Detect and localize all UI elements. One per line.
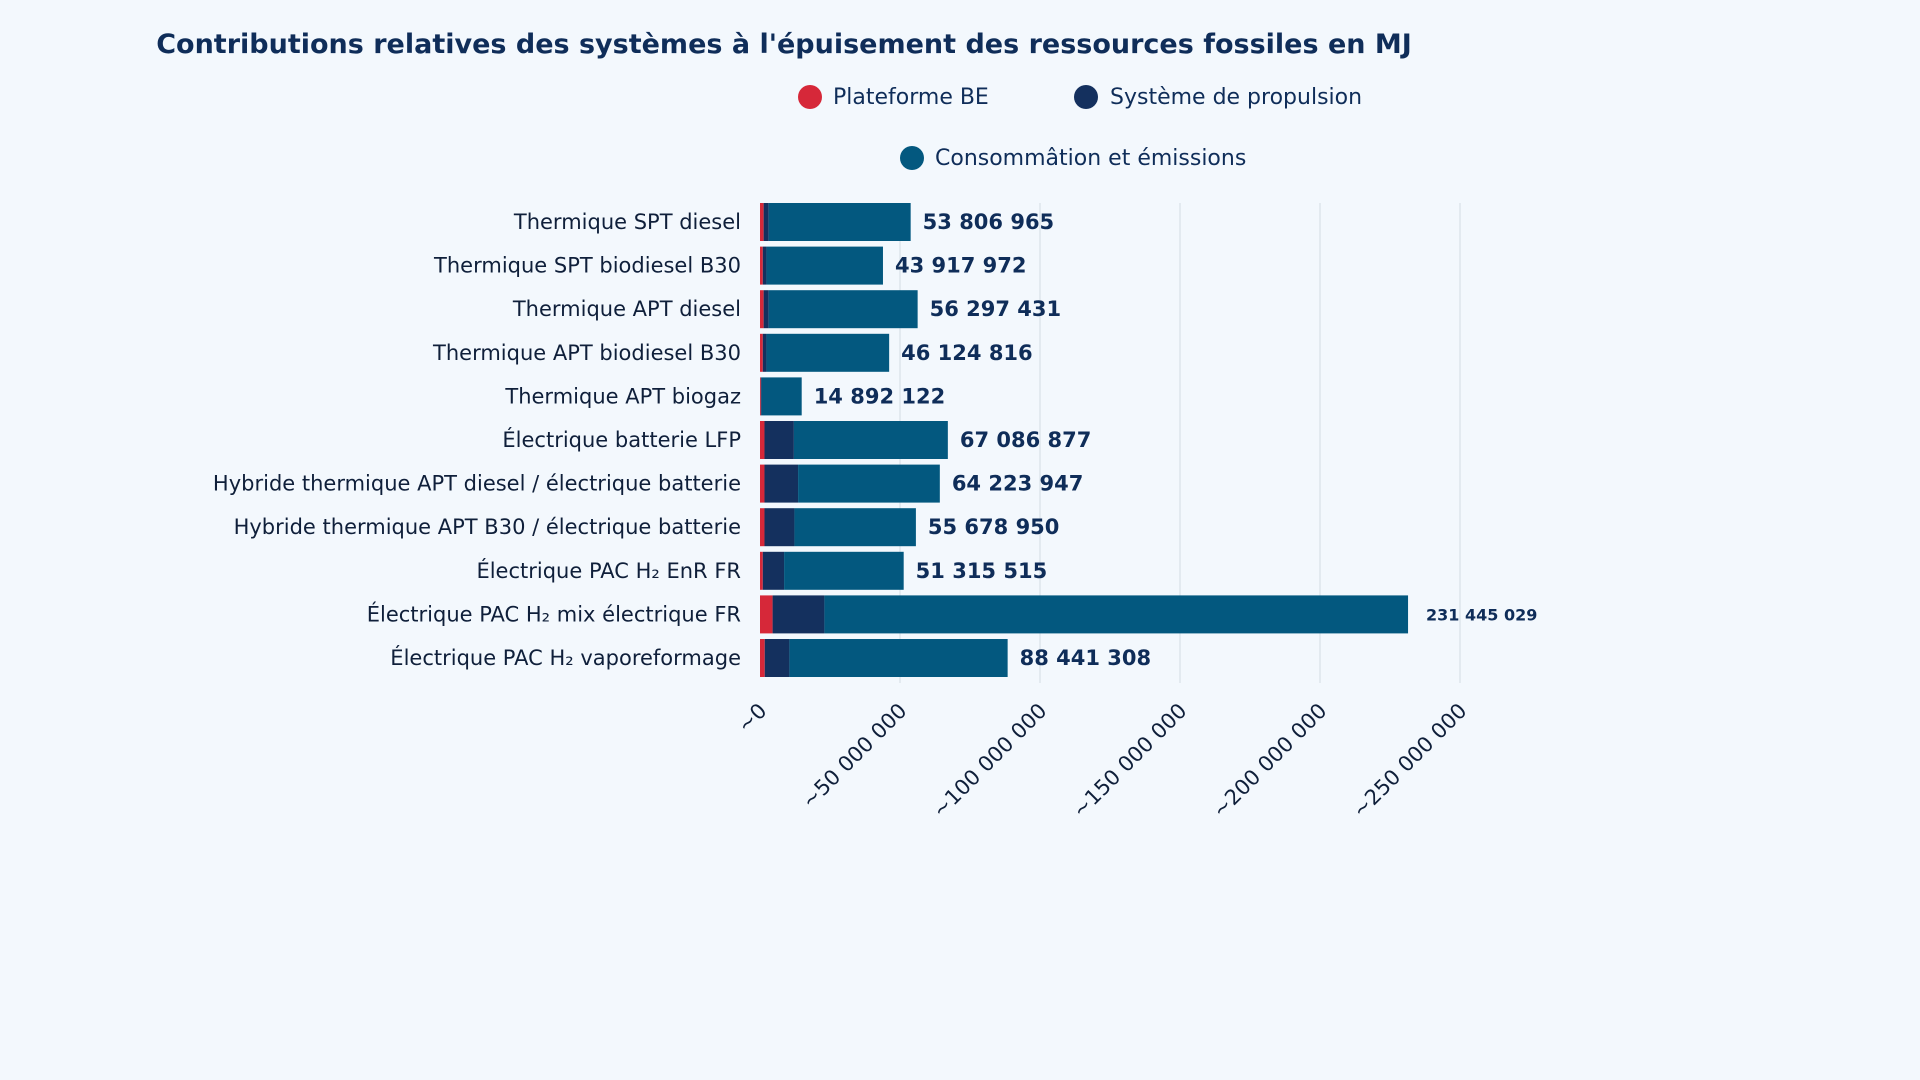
bar-segment bbox=[762, 246, 767, 285]
bar-segment bbox=[760, 595, 773, 634]
bar-segment bbox=[768, 203, 911, 241]
category-label: Électrique batterie LFP bbox=[502, 427, 741, 452]
bar-segment bbox=[764, 464, 799, 503]
bar-segment bbox=[760, 246, 763, 285]
category-label: Hybride thermique APT diesel / électriqu… bbox=[213, 472, 741, 496]
bars bbox=[760, 203, 1409, 677]
category-label: Hybride thermique APT B30 / électrique b… bbox=[234, 515, 741, 539]
data-label: 14 892 122 bbox=[814, 384, 946, 408]
bar-segment bbox=[760, 377, 761, 416]
bar-segment bbox=[760, 508, 765, 547]
bar-segment bbox=[784, 551, 904, 590]
data-label: 88 441 308 bbox=[1020, 646, 1152, 670]
data-label: 67 086 877 bbox=[960, 428, 1092, 452]
legend-label: Consommâtion et émissions bbox=[935, 146, 1246, 171]
bar-segment bbox=[798, 464, 940, 503]
bar-segment bbox=[763, 290, 769, 329]
x-tick-label: ~50 000 000 bbox=[797, 699, 911, 813]
category-label: Électrique PAC H₂ EnR FR bbox=[476, 558, 741, 583]
bar-segment bbox=[760, 421, 765, 459]
bar-segment bbox=[760, 464, 765, 503]
bar-segment bbox=[768, 290, 918, 329]
category-label: Électrique PAC H₂ mix électrique FR bbox=[367, 601, 741, 626]
chart: Contributions relatives des systèmes à l… bbox=[156, 29, 1538, 823]
legend-marker bbox=[900, 146, 924, 170]
data-label: 231 445 029 bbox=[1426, 605, 1537, 624]
bar-segment bbox=[760, 333, 763, 372]
bar-segment bbox=[764, 421, 794, 459]
x-tick-label: ~0 bbox=[733, 699, 772, 738]
x-axis-ticks: ~0 ~50 000 000 ~100 000 000 ~150 000 000 ~20… bbox=[733, 699, 1472, 823]
bar-segment bbox=[760, 203, 764, 241]
category-label: Thermique SPT diesel bbox=[513, 210, 741, 234]
bar-segment bbox=[760, 551, 763, 590]
bar-segment bbox=[763, 203, 769, 241]
data-label: 55 678 950 bbox=[928, 515, 1060, 539]
data-labels: 53 806 965 43 917 972 56 297 431 46 124 816… bbox=[814, 210, 1538, 670]
x-tick-label: ~200 000 000 bbox=[1208, 699, 1332, 823]
bar-segment bbox=[766, 333, 890, 372]
bar-segment bbox=[760, 290, 764, 329]
data-label: 53 806 965 bbox=[923, 210, 1055, 234]
bar-segment bbox=[824, 595, 1409, 634]
category-label: Thermique APT biodiesel B30 bbox=[432, 341, 741, 365]
category-label: Électrique PAC H₂ vaporeformage bbox=[390, 645, 741, 670]
category-label: Thermique APT biogaz bbox=[504, 384, 741, 408]
x-tick-label: ~150 000 000 bbox=[1068, 699, 1192, 823]
bar-segment bbox=[772, 595, 825, 634]
bar-segment bbox=[762, 551, 785, 590]
data-label: 56 297 431 bbox=[930, 297, 1062, 321]
legend-label: Plateforme BE bbox=[833, 85, 989, 110]
category-label: Thermique SPT biodiesel B30 bbox=[433, 254, 741, 278]
category-labels: Thermique SPT diesel Thermique SPT biodie… bbox=[213, 210, 741, 670]
data-label: 51 315 515 bbox=[916, 559, 1048, 583]
bar-segment bbox=[764, 639, 790, 677]
data-label: 43 917 972 bbox=[895, 254, 1027, 278]
bar-segment bbox=[760, 377, 762, 416]
x-tick-label: ~100 000 000 bbox=[928, 699, 1052, 823]
bar-segment bbox=[760, 639, 765, 677]
bar-segment bbox=[764, 508, 795, 547]
legend-marker bbox=[1074, 85, 1098, 109]
chart-title: Contributions relatives des systèmes à l… bbox=[156, 29, 1412, 60]
legend-marker bbox=[798, 85, 822, 109]
legend: Plateforme BE Système de propulsion Consom… bbox=[798, 85, 1362, 171]
bar-segment bbox=[762, 333, 767, 372]
bar-segment bbox=[789, 639, 1008, 677]
category-label: Thermique APT diesel bbox=[512, 297, 741, 321]
x-tick-label: ~250 000 000 bbox=[1348, 699, 1472, 823]
bar-segment bbox=[766, 246, 883, 285]
bar-segment bbox=[761, 377, 802, 416]
data-label: 46 124 816 bbox=[901, 341, 1033, 365]
chart-svg: Contributions relatives des systèmes à l… bbox=[156, 29, 1538, 823]
legend-label: Système de propulsion bbox=[1110, 85, 1362, 110]
bar-segment bbox=[794, 508, 916, 547]
data-label: 64 223 947 bbox=[952, 472, 1084, 496]
bar-segment bbox=[793, 421, 948, 459]
